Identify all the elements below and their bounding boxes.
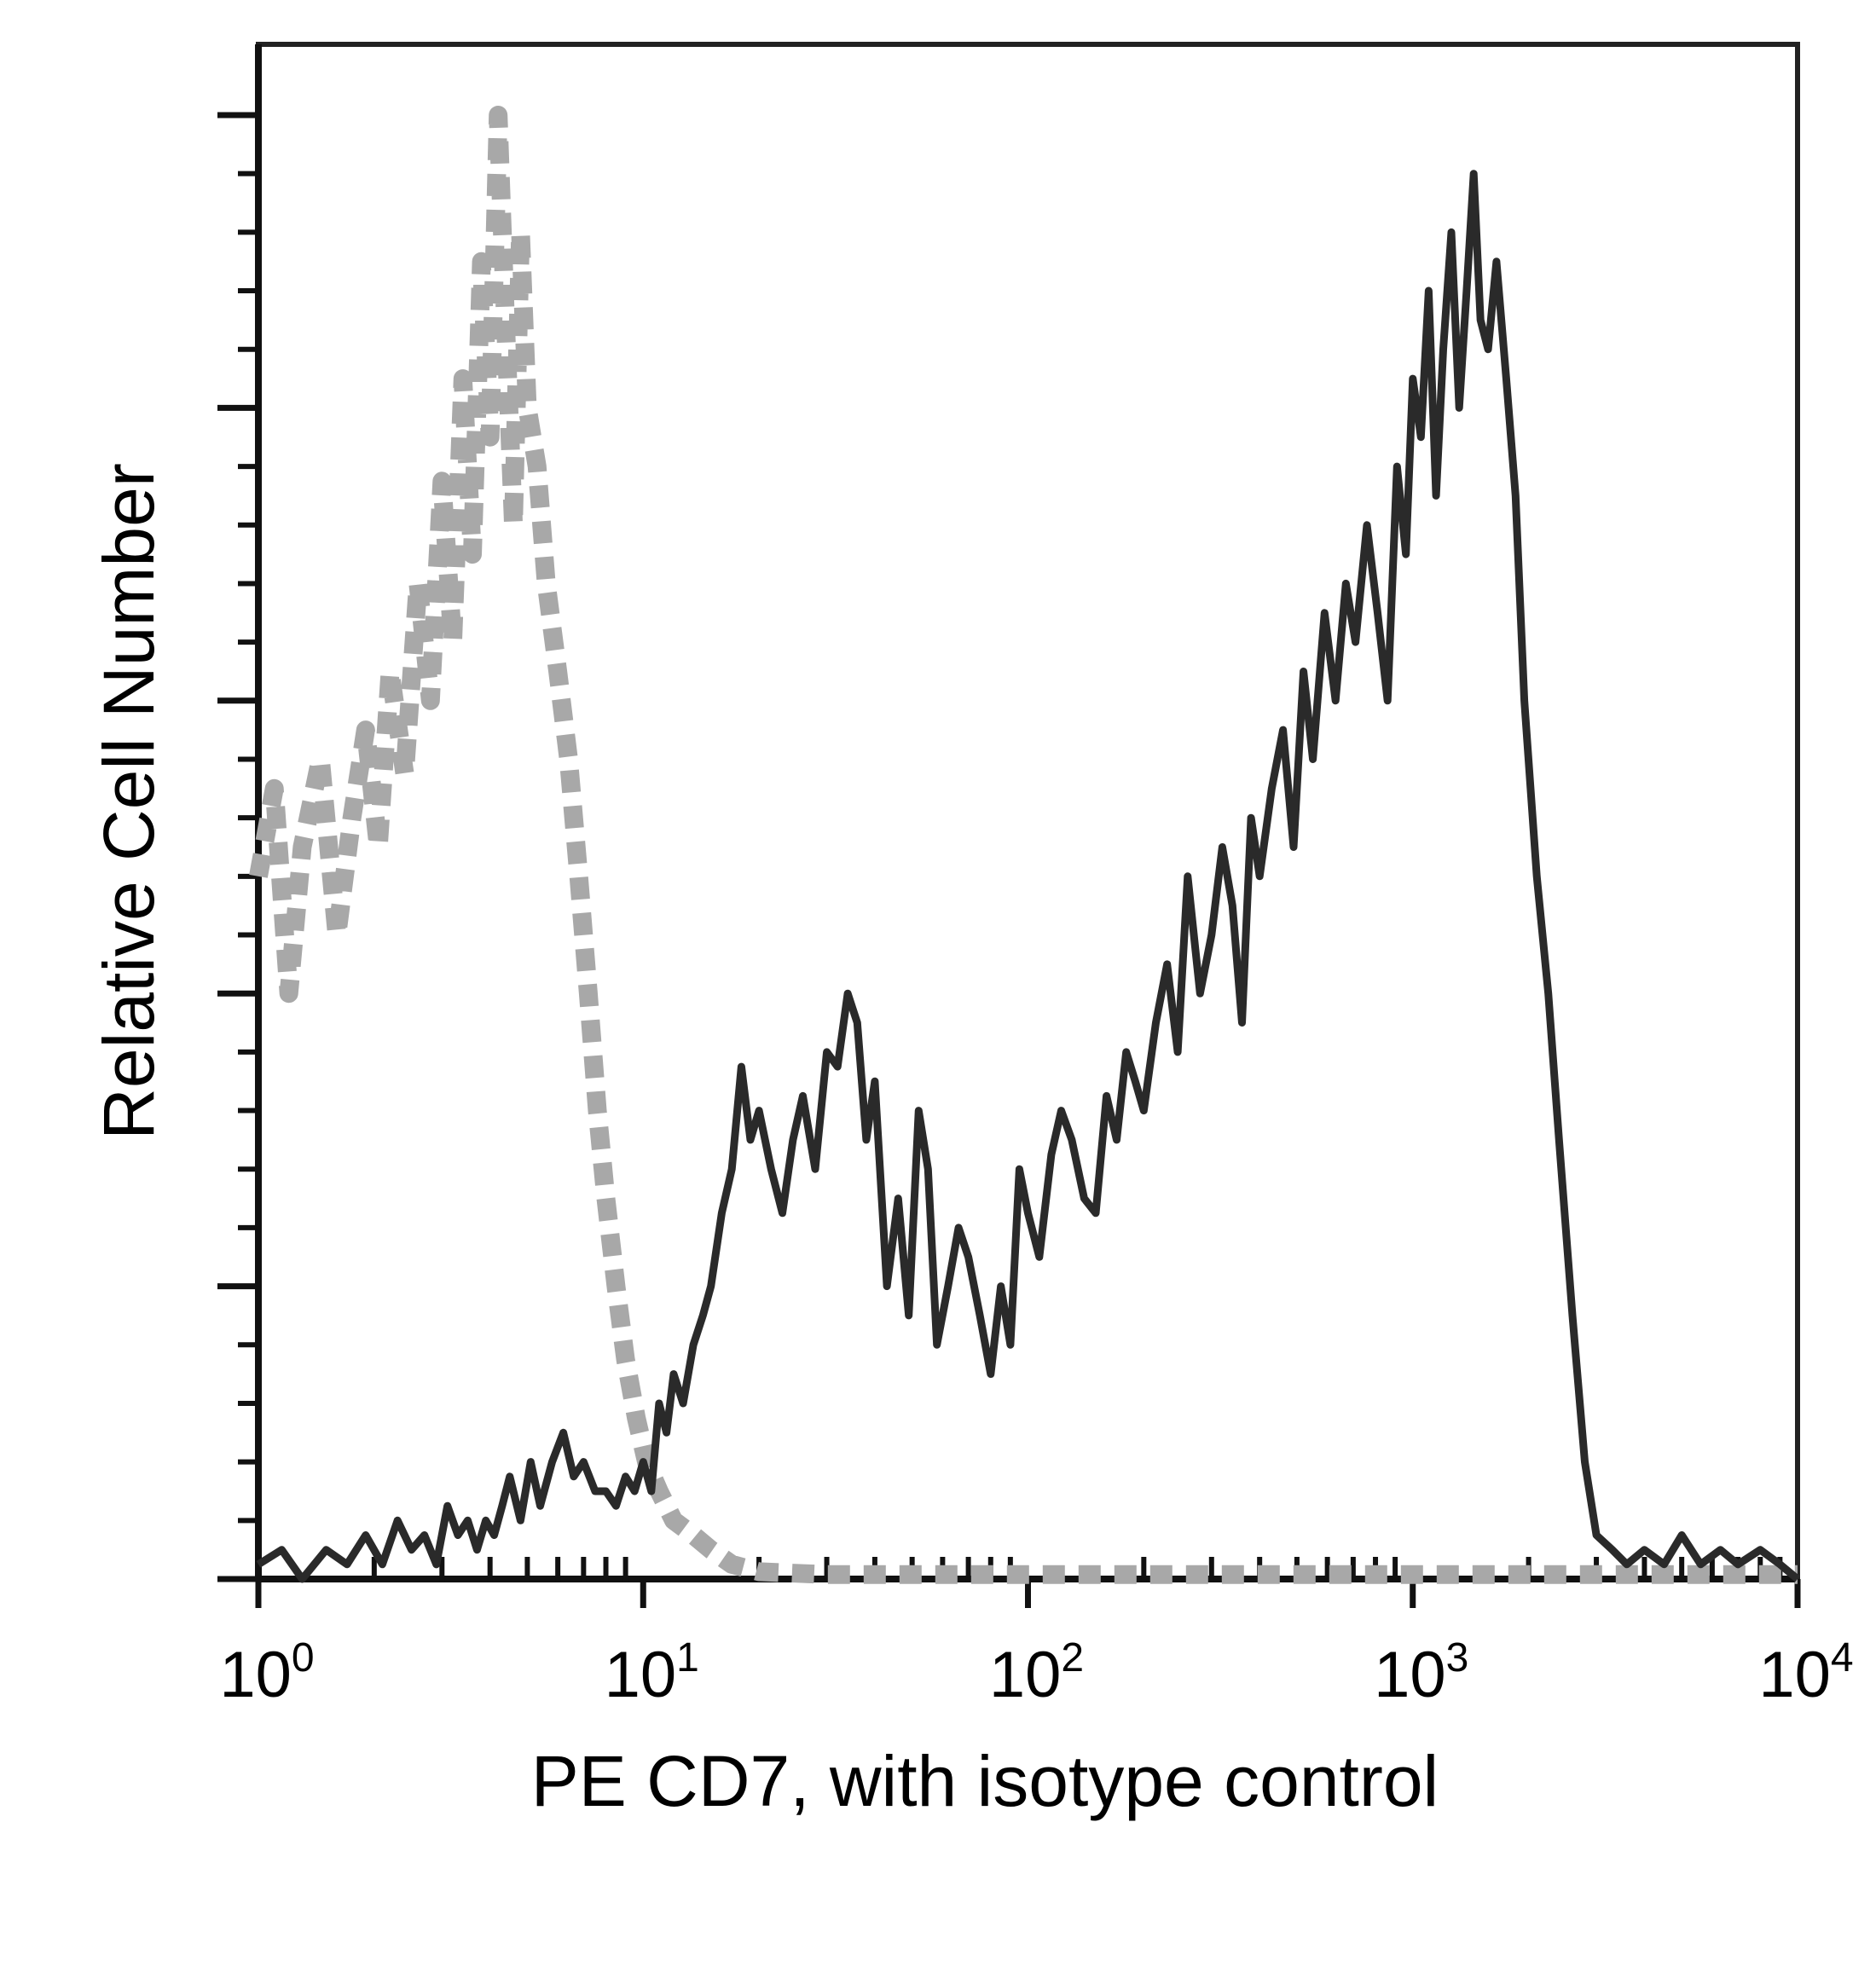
x-tick-label: 101 xyxy=(605,1635,699,1711)
x-tick-label: 102 xyxy=(989,1635,1084,1711)
x-tick-label: 104 xyxy=(1758,1635,1853,1711)
cd7-histogram xyxy=(256,170,1800,1583)
series-layer xyxy=(249,106,1800,1584)
x-tick-label: 103 xyxy=(1374,1635,1468,1711)
x-axis-tick-labels: 100 101 102 103 104 xyxy=(219,1635,1853,1711)
x-tick-label: 100 xyxy=(219,1635,314,1711)
x-axis-label: PE CD7, with isotype control xyxy=(531,1741,1439,1821)
y-axis-label: Relative Cell Number xyxy=(89,463,169,1140)
y-axis-ticks xyxy=(217,112,258,1582)
isotype-control-histogram xyxy=(249,106,1798,1584)
